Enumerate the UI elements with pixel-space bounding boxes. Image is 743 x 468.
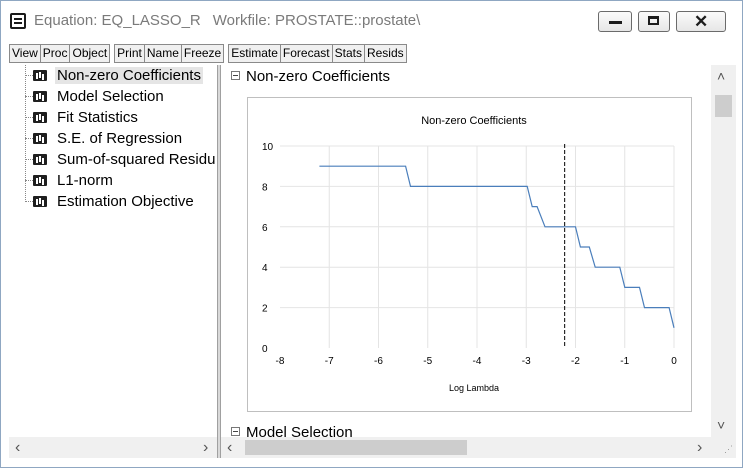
tree-horizontal-scrollbar[interactable]: ‹ › bbox=[9, 437, 217, 458]
y-tick-label: 4 bbox=[262, 263, 268, 274]
x-tick-label: -3 bbox=[522, 356, 531, 367]
minimize-icon bbox=[609, 21, 622, 24]
resize-grip[interactable]: ⋰ bbox=[711, 437, 736, 458]
graph-icon bbox=[33, 196, 47, 207]
x-tick-label: -1 bbox=[620, 356, 629, 367]
toolbar: View Proc Object Print Name Freeze Estim… bbox=[9, 44, 407, 63]
equals-icon[interactable] bbox=[10, 13, 26, 29]
x-tick-label: -4 bbox=[473, 356, 482, 367]
y-tick-label: 0 bbox=[262, 344, 268, 355]
x-axis-label: Log Lambda bbox=[449, 383, 499, 393]
collapse-icon[interactable] bbox=[231, 71, 240, 80]
graph-icon bbox=[33, 91, 47, 102]
resize-grip-icon: ⋰ bbox=[724, 444, 733, 454]
estimate-button[interactable]: Estimate bbox=[228, 44, 281, 63]
tree-item-se-of-regression[interactable]: S.E. of Regression bbox=[9, 128, 217, 149]
stats-button[interactable]: Stats bbox=[331, 44, 365, 63]
close-button[interactable]: ✕ bbox=[676, 11, 726, 32]
y-tick-label: 10 bbox=[262, 142, 274, 153]
scroll-left-icon[interactable]: ‹ bbox=[15, 439, 21, 456]
freeze-button[interactable]: Freeze bbox=[180, 44, 225, 63]
scroll-up-icon[interactable]: ˄ bbox=[717, 68, 726, 84]
scroll-down-icon[interactable]: ˅ bbox=[717, 417, 726, 433]
maximize-icon bbox=[648, 16, 659, 25]
resids-button[interactable]: Resids bbox=[363, 44, 407, 63]
equation-name: Equation: EQ_LASSO_R bbox=[34, 12, 201, 29]
vertical-scrollbar[interactable]: ˄ ˅ bbox=[711, 65, 736, 437]
section-header-non-zero-coefficients[interactable]: Non-zero Coefficients bbox=[231, 68, 390, 85]
output-tree-pane: Non-zero Coefficients Model Selection Fi… bbox=[9, 65, 217, 437]
y-tick-label: 6 bbox=[262, 223, 268, 234]
content-horizontal-scrollbar[interactable]: ‹ › bbox=[221, 437, 711, 458]
tree-item-model-selection[interactable]: Model Selection bbox=[9, 86, 217, 107]
forecast-button[interactable]: Forecast bbox=[279, 44, 333, 63]
tree-item-fit-statistics[interactable]: Fit Statistics bbox=[9, 107, 217, 128]
pane-splitter[interactable] bbox=[217, 65, 221, 458]
vertical-scroll-thumb[interactable] bbox=[715, 95, 732, 117]
chart-frame: Non-zero Coefficients 0 2 4 6 8 10 -8 -7 -6 -5 -4… bbox=[247, 97, 692, 412]
graph-icon bbox=[33, 70, 47, 81]
window-title: Equation: EQ_LASSO_R Workfile: PROSTATE::… bbox=[34, 12, 420, 29]
tree-item-non-zero-coefficients[interactable]: Non-zero Coefficients bbox=[9, 65, 217, 86]
name-button[interactable]: Name bbox=[143, 44, 182, 63]
graph-icon bbox=[33, 154, 47, 165]
x-tick-label: -8 bbox=[276, 356, 285, 367]
graph-icon bbox=[33, 175, 47, 186]
section-header-model-selection[interactable]: Model Selection bbox=[231, 424, 353, 437]
print-button[interactable]: Print bbox=[114, 44, 145, 63]
x-tick-label: -6 bbox=[374, 356, 383, 367]
object-button[interactable]: Object bbox=[69, 44, 111, 63]
y-tick-label: 2 bbox=[262, 304, 268, 315]
series-line bbox=[319, 165, 675, 328]
tree-item-estimation-objective[interactable]: Estimation Objective bbox=[9, 191, 217, 212]
output-tree: Non-zero Coefficients Model Selection Fi… bbox=[9, 65, 217, 212]
x-tick-label: -7 bbox=[325, 356, 334, 367]
horizontal-scroll-thumb[interactable] bbox=[245, 440, 467, 455]
close-icon: ✕ bbox=[694, 12, 709, 31]
graph-icon bbox=[33, 112, 47, 123]
tree-connector bbox=[25, 65, 26, 202]
minimize-button[interactable] bbox=[598, 11, 632, 32]
view-button[interactable]: View bbox=[9, 44, 41, 63]
scroll-right-icon[interactable]: › bbox=[697, 439, 703, 456]
tree-item-l1-norm[interactable]: L1-norm bbox=[9, 170, 217, 191]
graph-icon bbox=[33, 133, 47, 144]
scroll-right-icon[interactable]: › bbox=[203, 439, 209, 456]
non-zero-coefficients-chart: Non-zero Coefficients 0 2 4 6 8 10 -8 -7 -6 -5 -4… bbox=[262, 115, 677, 393]
workfile-name: Workfile: PROSTATE::prostate\ bbox=[212, 12, 421, 29]
x-tick-label: -2 bbox=[571, 356, 580, 367]
title-bar[interactable]: Equation: EQ_LASSO_R Workfile: PROSTATE::… bbox=[1, 1, 742, 41]
x-tick-label: -5 bbox=[423, 356, 432, 367]
y-tick-label: 8 bbox=[262, 182, 268, 193]
collapse-icon[interactable] bbox=[231, 427, 240, 436]
scroll-left-icon[interactable]: ‹ bbox=[227, 439, 233, 456]
maximize-button[interactable] bbox=[638, 11, 670, 32]
tree-item-sum-of-squared-residuals[interactable]: Sum-of-squared Residu bbox=[9, 149, 217, 170]
proc-button[interactable]: Proc bbox=[39, 44, 71, 63]
x-tick-label: 0 bbox=[671, 356, 677, 367]
output-content-pane: Non-zero Coefficients Non-zero Coefficie… bbox=[221, 65, 711, 437]
chart-title: Non-zero Coefficients bbox=[421, 115, 527, 127]
